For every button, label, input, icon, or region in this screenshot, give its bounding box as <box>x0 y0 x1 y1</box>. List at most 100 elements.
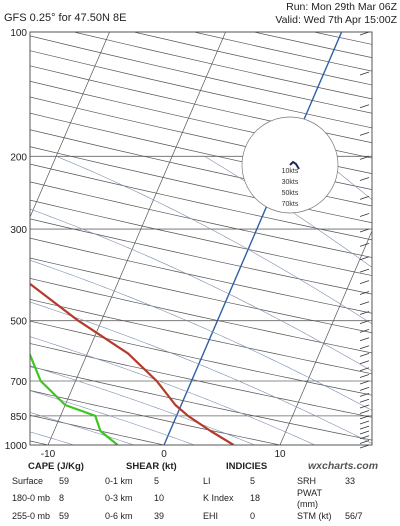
moist-adiabat <box>30 431 75 445</box>
dry-adiabat <box>30 390 282 445</box>
index-label: K Index <box>203 493 234 503</box>
wind-barb <box>359 320 370 325</box>
wind-barb <box>359 31 370 36</box>
wind-barb <box>359 404 370 409</box>
run-info: Run: Mon 29th Mar 06Z Valid: Wed 7th Apr… <box>275 1 397 27</box>
hodograph: 10kts 30kts 50kts 70kts <box>241 116 339 214</box>
isotherm-line <box>396 32 400 445</box>
wind-barb <box>359 311 370 315</box>
wind-barb <box>359 280 370 285</box>
wind-barb <box>359 256 370 261</box>
isotherm-line <box>279 230 372 445</box>
stm-value: 56/7 <box>345 511 363 521</box>
wind-barb <box>359 329 370 333</box>
y-tick-label: 100 <box>10 28 27 39</box>
wind-barb <box>359 213 370 217</box>
cape-label: Surface <box>12 476 44 486</box>
wind-barb <box>359 393 370 397</box>
wind-barb <box>359 360 370 365</box>
wind-barb <box>359 440 370 444</box>
wind-barb <box>359 177 370 181</box>
dry-adiabat <box>30 343 372 418</box>
isotherm-line <box>30 32 110 218</box>
hodograph-ring-label: 10kts <box>282 168 299 175</box>
indices-table: CAPE (J/Kg) Surface 59 180-0 mb 8 255-0 … <box>0 458 400 526</box>
pwat-unit: (mm) <box>297 499 318 509</box>
cape-label: 180-0 mb <box>12 493 51 503</box>
dry-adiabat <box>30 299 372 375</box>
shear-value: 10 <box>154 493 165 503</box>
hodograph-ring-label: 70kts <box>282 201 299 208</box>
index-value: 5 <box>250 476 256 486</box>
cape-value: 59 <box>59 511 70 521</box>
wind-barb <box>359 435 370 440</box>
valid-time: Valid: Wed 7th Apr 15:00Z <box>275 14 397 26</box>
indices-header: INDICIES <box>226 461 268 472</box>
wind-barb <box>359 352 370 357</box>
wind-barb <box>359 380 370 385</box>
wind-barb <box>359 345 370 350</box>
grid-lines <box>0 32 400 454</box>
shear-value: 39 <box>154 511 165 521</box>
wind-barb <box>359 301 370 306</box>
hodograph-trace <box>289 160 300 170</box>
dry-adiabat <box>192 32 372 72</box>
dry-adiabat <box>30 320 372 396</box>
index-label: LI <box>203 476 211 486</box>
wind-barb <box>359 131 370 136</box>
cape-header: CAPE (J/Kg) <box>28 461 84 472</box>
temperature-trace <box>30 282 235 445</box>
wind-barb <box>359 104 370 109</box>
moist-adiabat <box>30 365 256 445</box>
run-time: Run: Mon 29th Mar 06Z <box>286 1 397 13</box>
x-tick-label: -10 <box>41 449 56 460</box>
dry-adiabat <box>30 278 372 354</box>
pwat-label: PWAT <box>297 488 322 498</box>
wind-barb <box>359 367 370 372</box>
wind-barb <box>359 398 370 403</box>
moist-adiabat <box>0 156 44 454</box>
wind-barb <box>359 337 370 342</box>
dry-adiabat <box>30 366 372 441</box>
wind-barb <box>359 195 370 200</box>
index-value: 0 <box>250 511 256 521</box>
wind-barb <box>359 444 370 449</box>
moist-adiabat <box>30 412 135 445</box>
moist-adiabat <box>30 336 316 445</box>
isotherm-line <box>163 32 343 445</box>
shear-header: SHEAR (kt) <box>126 461 177 472</box>
dry-adiabat <box>30 146 372 224</box>
dry-adiabat <box>132 32 372 86</box>
moist-adiabat <box>30 390 196 445</box>
moist-adiabat <box>30 301 372 444</box>
shear-value: 5 <box>154 476 160 486</box>
srh-value: 33 <box>345 476 356 486</box>
wind-barb <box>359 71 370 76</box>
brand-logo: wxcharts.com <box>308 460 379 472</box>
x-tick-label: 0 <box>161 449 167 460</box>
index-value: 18 <box>250 493 261 503</box>
x-tick-label: 10 <box>274 449 286 460</box>
cape-value: 8 <box>59 493 65 503</box>
stm-label: STM (kt) <box>297 511 332 521</box>
cape-label: 255-0 mb <box>12 511 51 521</box>
shear-label: 0-1 km <box>105 476 133 486</box>
cape-value: 59 <box>59 476 70 486</box>
y-tick-label: 300 <box>10 225 27 236</box>
wind-barb <box>359 386 370 391</box>
wind-barb <box>359 374 370 378</box>
y-tick-label: 1000 <box>5 441 28 452</box>
dewpoint-trace <box>30 352 119 445</box>
wind-barb <box>359 155 370 160</box>
wind-barb <box>359 430 370 435</box>
shear-label: 0-3 km <box>105 493 133 503</box>
index-label: EHI <box>203 511 219 521</box>
hodograph-ring-label: 50kts <box>282 190 299 197</box>
wind-barb <box>359 268 370 273</box>
y-tick-label: 200 <box>10 152 27 163</box>
moist-adiabat <box>30 259 372 411</box>
axes: 100 200 300 500 700 850 1000 -10 0 10 <box>5 28 370 460</box>
hodograph-ring-label: 30kts <box>282 179 299 186</box>
wind-barb <box>359 420 370 425</box>
